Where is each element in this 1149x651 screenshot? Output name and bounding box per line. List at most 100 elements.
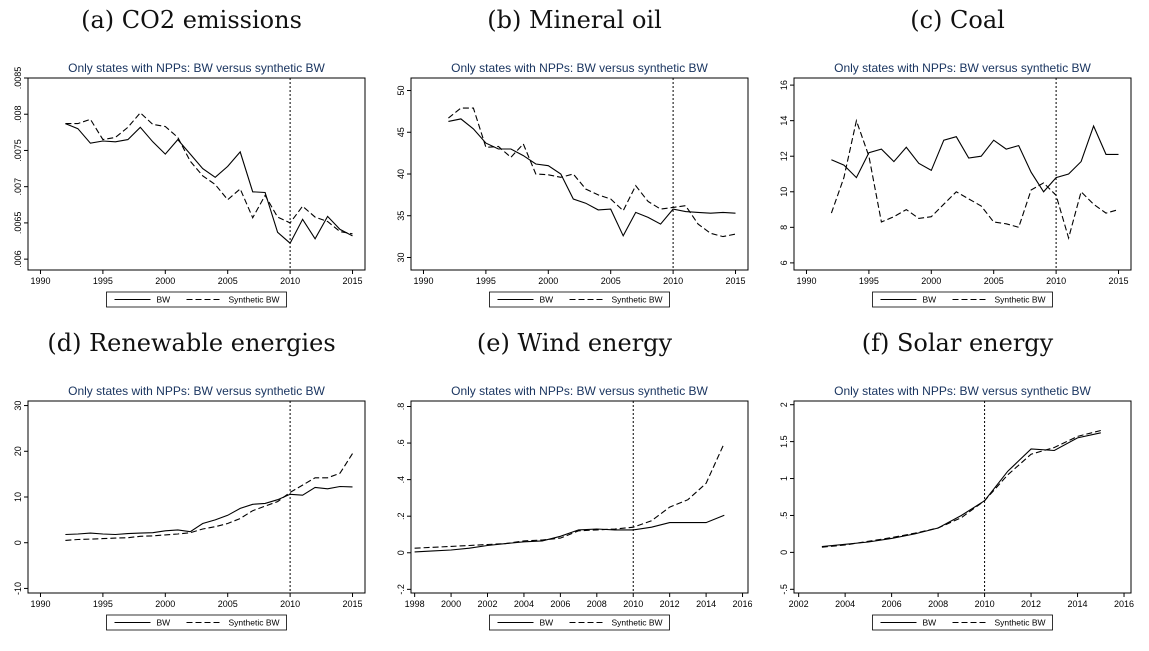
panel-co2-emissions: (a) CO2 emissions Only states with NPPs:…: [0, 0, 383, 323]
y-tick-label: .4: [396, 476, 406, 484]
x-tick-label: 2016: [1114, 599, 1134, 609]
y-tick-label: 2: [779, 402, 789, 407]
y-tick-label: 30: [396, 252, 406, 262]
y-tick-label: .007: [13, 178, 23, 196]
x-tick-label: 1990: [30, 276, 50, 286]
plot-frame: [793, 77, 1132, 271]
x-tick-label: 2000: [921, 276, 941, 286]
y-tick-label: 6: [779, 260, 789, 265]
y-tick-label: 10: [13, 492, 23, 502]
series-line-bw: [65, 485, 353, 536]
x-tick-label: 2014: [1068, 599, 1088, 609]
x-tick-label: 2015: [726, 276, 746, 286]
legend: BW Synthetic BW: [106, 291, 287, 308]
y-tick-label: 30: [13, 401, 23, 411]
y-tick-label: 0: [13, 540, 23, 545]
series-line-bw: [821, 432, 1101, 548]
y-tick-label: 40: [396, 169, 406, 179]
series-line-synthetic-bw: [414, 442, 725, 549]
x-tick-label: 2010: [1046, 276, 1066, 286]
panel-renewable-energies: (d) Renewable energies Only states with …: [0, 323, 383, 646]
x-tick-label: 2005: [601, 276, 621, 286]
x-tick-label: 2002: [477, 599, 497, 609]
x-tick-label: 1998: [405, 599, 425, 609]
legend: BW Synthetic BW: [106, 614, 287, 631]
plot-frame: [27, 400, 366, 594]
chart-title: Only states with NPPs: BW versus synthet…: [451, 384, 708, 398]
y-tick-label: 20: [13, 446, 23, 456]
x-tick-label: 2015: [1109, 276, 1129, 286]
series-line-synthetic-bw: [65, 453, 353, 541]
legend: BW Synthetic BW: [489, 291, 670, 308]
plot-frame: [410, 400, 749, 594]
x-tick-label: 2010: [280, 276, 300, 286]
x-tick-label: 2002: [789, 599, 809, 609]
chart-title: Only states with NPPs: BW versus synthet…: [68, 384, 325, 398]
x-tick-label: 2000: [155, 276, 175, 286]
y-tick-label: 45: [396, 127, 406, 137]
plot-frame: [793, 400, 1132, 594]
x-tick-label: 2012: [660, 599, 680, 609]
x-tick-label: 1995: [476, 276, 496, 286]
legend-label: BW: [157, 618, 171, 628]
legend: BW Synthetic BW: [489, 614, 670, 631]
chart-wind-energy: Only states with NPPs: BW versus synthet…: [396, 384, 753, 631]
x-tick-label: 2010: [663, 276, 683, 286]
y-tick-label: 0: [396, 550, 406, 555]
y-tick-label: .5: [779, 512, 789, 520]
legend-label: Synthetic BW: [612, 295, 663, 305]
y-tick-label: 35: [396, 211, 406, 221]
x-tick-label: 1995: [93, 276, 113, 286]
x-tick-label: 2012: [1021, 599, 1041, 609]
panel-label: (f) Solar energy: [861, 329, 1054, 357]
y-tick-label: .6: [396, 439, 406, 447]
legend-label: BW: [923, 295, 937, 305]
legend-label: BW: [923, 618, 937, 628]
x-tick-label: 2010: [280, 599, 300, 609]
panel-solar-energy: (f) Solar energy Only states with NPPs: …: [766, 323, 1149, 646]
legend-label: BW: [540, 295, 554, 305]
legend-label: Synthetic BW: [612, 618, 663, 628]
series-line-synthetic-bw: [448, 107, 736, 238]
y-tick-label: -.2: [396, 584, 406, 595]
series-line-bw: [65, 123, 353, 245]
panel-label: (c) Coal: [910, 6, 1005, 34]
panel-coal: (c) Coal Only states with NPPs: BW versu…: [766, 0, 1149, 323]
x-tick-label: 2016: [733, 599, 753, 609]
x-tick-label: 2015: [343, 599, 363, 609]
chart-co2-emissions: Only states with NPPs: BW versus synthet…: [13, 61, 366, 308]
y-tick-label: 50: [396, 86, 406, 96]
series-line-bw: [414, 514, 725, 553]
x-tick-label: 2005: [984, 276, 1004, 286]
x-tick-label: 2010: [975, 599, 995, 609]
x-tick-label: 1990: [30, 599, 50, 609]
series-line-synthetic-bw: [830, 118, 1119, 241]
y-tick-label: .006: [13, 250, 23, 268]
y-tick-label: .0075: [13, 139, 23, 162]
x-tick-label: 2000: [538, 276, 558, 286]
chart-solar-energy: Only states with NPPs: BW versus synthet…: [779, 384, 1134, 631]
x-tick-label: 2006: [550, 599, 570, 609]
y-tick-label: .0085: [13, 67, 23, 90]
legend: BW Synthetic BW: [872, 614, 1053, 631]
panel-label: (d) Renewable energies: [47, 329, 336, 357]
chart-title: Only states with NPPs: BW versus synthet…: [834, 384, 1091, 398]
y-tick-label: .008: [13, 105, 23, 123]
legend-label: Synthetic BW: [229, 295, 280, 305]
y-tick-label: 14: [779, 116, 789, 126]
y-tick-label: 8: [779, 225, 789, 230]
y-tick-label: 12: [779, 151, 789, 161]
x-tick-label: 2005: [218, 599, 238, 609]
series-line-bw: [448, 118, 736, 238]
x-tick-label: 2008: [587, 599, 607, 609]
x-tick-label: 1995: [93, 599, 113, 609]
x-tick-label: 2005: [218, 276, 238, 286]
x-tick-label: 2000: [155, 599, 175, 609]
x-tick-label: 2015: [343, 276, 363, 286]
legend-label: BW: [540, 618, 554, 628]
x-tick-label: 1995: [859, 276, 879, 286]
x-tick-label: 2000: [441, 599, 461, 609]
x-tick-label: 1990: [413, 276, 433, 286]
legend-label: Synthetic BW: [995, 295, 1046, 305]
